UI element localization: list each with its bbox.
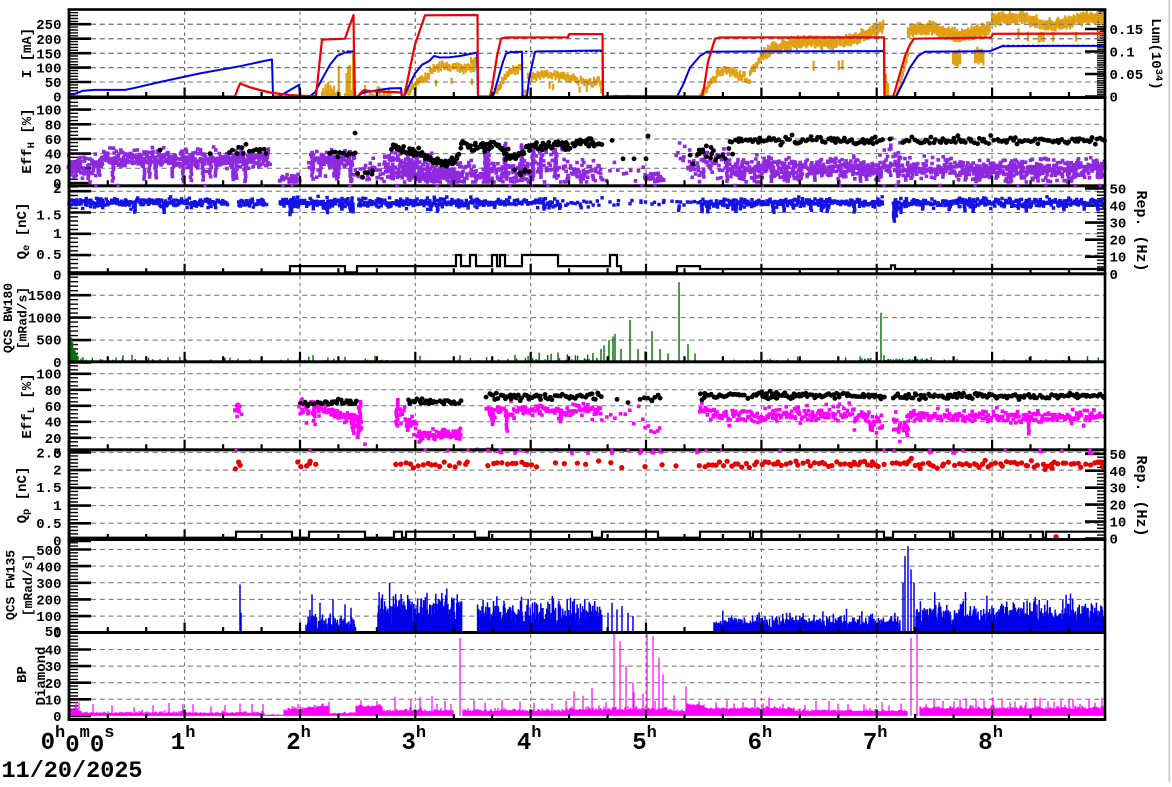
svg-text:100: 100 xyxy=(36,62,61,78)
svg-text:80: 80 xyxy=(45,119,62,135)
svg-text:I [mA]: I [mA] xyxy=(20,28,36,78)
svg-text:100: 100 xyxy=(36,368,61,384)
svg-text:50: 50 xyxy=(1110,183,1127,199)
svg-text:200: 200 xyxy=(36,594,61,610)
svg-text:100: 100 xyxy=(36,104,61,120)
svg-text:0.15: 0.15 xyxy=(1110,23,1144,39)
svg-text:BP: BP xyxy=(15,666,31,683)
svg-text:30: 30 xyxy=(45,660,62,676)
svg-text:0: 0 xyxy=(53,269,61,285)
svg-text:40: 40 xyxy=(45,148,62,164)
svg-text:Rep. (Hz): Rep. (Hz) xyxy=(1132,190,1149,271)
svg-text:Qp [nC]: Qp [nC] xyxy=(15,467,33,524)
svg-text:1000: 1000 xyxy=(28,312,62,328)
svg-text:10: 10 xyxy=(1110,516,1127,532)
svg-text:QCS BW180: QCS BW180 xyxy=(1,283,16,353)
svg-text:0: 0 xyxy=(53,177,61,193)
svg-text:2: 2 xyxy=(53,182,61,198)
svg-text:1.5: 1.5 xyxy=(36,208,61,224)
svg-text:500: 500 xyxy=(36,544,61,560)
svg-text:1: 1 xyxy=(53,499,61,515)
svg-text:EffL [%]: EffL [%] xyxy=(20,373,38,438)
svg-text:0.1: 0.1 xyxy=(1110,46,1135,62)
svg-text:0: 0 xyxy=(53,91,61,107)
svg-text:11/20/2025: 11/20/2025 xyxy=(2,758,143,782)
svg-text:0: 0 xyxy=(53,356,61,372)
svg-text:2.5: 2.5 xyxy=(36,446,61,462)
svg-text:0: 0 xyxy=(53,627,61,643)
svg-text:20: 20 xyxy=(1110,499,1127,515)
svg-text:500: 500 xyxy=(36,334,61,350)
svg-text:0: 0 xyxy=(1110,91,1118,107)
svg-text:0.5: 0.5 xyxy=(36,248,61,264)
svg-text:200: 200 xyxy=(36,33,61,49)
svg-text:100: 100 xyxy=(36,610,61,626)
svg-text:30: 30 xyxy=(1110,217,1127,233)
svg-text:EffH [%]: EffH [%] xyxy=(20,108,38,173)
svg-text:20: 20 xyxy=(45,432,62,448)
svg-text:50: 50 xyxy=(45,625,62,641)
svg-text:60: 60 xyxy=(45,400,62,416)
svg-text:0.5: 0.5 xyxy=(36,517,61,533)
svg-text:0: 0 xyxy=(1110,268,1118,284)
svg-text:10: 10 xyxy=(45,693,62,709)
svg-text:0: 0 xyxy=(53,710,61,726)
svg-text:50: 50 xyxy=(1110,448,1127,464)
svg-text:40: 40 xyxy=(1110,465,1127,481)
svg-text:Qe [nC]: Qe [nC] xyxy=(15,203,33,260)
svg-text:0.05: 0.05 xyxy=(1110,68,1144,84)
svg-text:20: 20 xyxy=(1110,234,1127,250)
svg-text:150: 150 xyxy=(36,47,61,63)
svg-text:Rep. (Hz): Rep. (Hz) xyxy=(1132,455,1149,536)
svg-text:250: 250 xyxy=(36,18,61,34)
svg-text:2: 2 xyxy=(53,464,61,480)
svg-text:QCS FW135: QCS FW135 xyxy=(4,550,19,620)
svg-text:0: 0 xyxy=(53,447,61,463)
svg-text:10: 10 xyxy=(1110,251,1127,267)
svg-text:1: 1 xyxy=(53,227,61,243)
svg-text:1500: 1500 xyxy=(28,289,62,305)
svg-text:[mRad/s]: [mRad/s] xyxy=(21,554,36,616)
svg-text:0: 0 xyxy=(1110,533,1118,549)
svg-text:20: 20 xyxy=(45,677,62,693)
svg-text:1.5: 1.5 xyxy=(36,481,61,497)
svg-text:40: 40 xyxy=(45,644,62,660)
svg-text:[mRad/s]: [mRad/s] xyxy=(16,287,31,349)
svg-text:300: 300 xyxy=(36,577,61,593)
svg-text:0: 0 xyxy=(53,535,61,551)
svg-text:50: 50 xyxy=(45,76,62,92)
svg-text:40: 40 xyxy=(1110,200,1127,216)
svg-text:60: 60 xyxy=(45,133,62,149)
svg-text:30: 30 xyxy=(1110,482,1127,498)
svg-text:400: 400 xyxy=(36,561,61,577)
svg-text:40: 40 xyxy=(45,416,62,432)
svg-text:Diamond: Diamond xyxy=(34,647,50,706)
svg-text:80: 80 xyxy=(45,384,62,400)
svg-text:20: 20 xyxy=(45,162,62,178)
